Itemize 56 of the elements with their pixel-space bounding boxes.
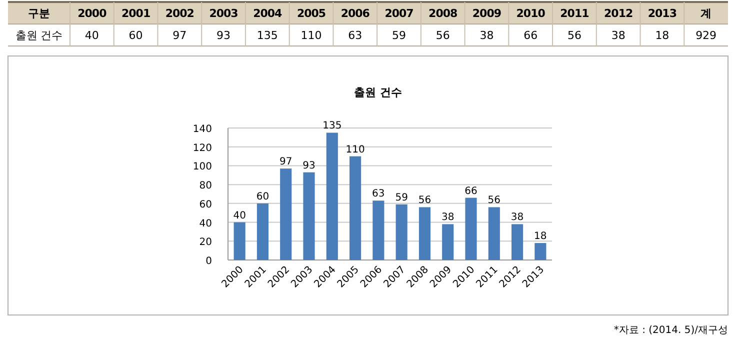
data-label: 38 xyxy=(510,212,524,224)
text: 110 xyxy=(300,29,322,42)
data-label: 40 xyxy=(233,210,246,222)
data-label: 59 xyxy=(395,192,408,204)
text: 계 xyxy=(700,7,712,20)
category-label: 2007 xyxy=(384,7,414,20)
category-label: 2000 xyxy=(78,7,106,20)
category-label: 2001 xyxy=(121,7,150,20)
category-label: 2013 xyxy=(648,7,677,20)
category-label: 2006 xyxy=(340,7,370,20)
y-tick-label: 40 xyxy=(199,218,212,230)
data-label: 93 xyxy=(302,160,316,172)
text: 60 xyxy=(128,29,143,42)
text: 40 xyxy=(84,29,99,42)
category-label: 2004 xyxy=(253,7,282,20)
y-tick-label: 80 xyxy=(199,180,212,192)
data-label: 110 xyxy=(346,144,365,156)
y-tick-label: 120 xyxy=(192,142,212,154)
text: 56 xyxy=(436,29,450,42)
y-tick-label: 20 xyxy=(199,237,212,248)
category-label: 2008 xyxy=(428,7,458,20)
category-label: 2012 xyxy=(604,7,633,20)
category-label: 2009 xyxy=(472,7,502,20)
text: 18 xyxy=(655,29,670,42)
text: 66 xyxy=(524,29,538,42)
data-label: 56 xyxy=(418,195,432,206)
y-tick-label: 140 xyxy=(192,124,212,135)
text: 38 xyxy=(611,29,626,42)
data-label: 38 xyxy=(441,212,454,224)
text: 97 xyxy=(172,29,187,42)
data-label: 63 xyxy=(372,188,385,200)
data-label: 60 xyxy=(256,191,270,202)
text: 63 xyxy=(348,29,362,42)
category-label: 2011 xyxy=(560,7,589,20)
text: 93 xyxy=(216,29,231,42)
data-label: 56 xyxy=(488,195,501,206)
y-tick-label: 60 xyxy=(199,199,212,210)
chart-title: 출원 건수 xyxy=(354,86,402,99)
text: 59 xyxy=(392,29,406,42)
text: 출원 건수 xyxy=(15,29,63,42)
text: 38 xyxy=(480,29,494,42)
data-label: 135 xyxy=(322,120,342,132)
category-label: 2002 xyxy=(165,7,194,20)
text: 구분 xyxy=(28,7,50,20)
data-label: 97 xyxy=(279,156,292,168)
y-tick-label: 0 xyxy=(206,256,212,267)
category-label: 2005 xyxy=(296,7,326,20)
text: 135 xyxy=(256,29,278,42)
category-label: 2010 xyxy=(516,7,545,20)
data-label: 66 xyxy=(464,186,478,197)
y-tick-label: 100 xyxy=(192,162,212,173)
text: 56 xyxy=(567,29,582,42)
data-label: 18 xyxy=(534,231,547,242)
category-label: 2003 xyxy=(209,7,238,20)
text: *자료 : (2014. 5)/재구성 xyxy=(614,325,728,336)
text: 929 xyxy=(696,29,717,42)
